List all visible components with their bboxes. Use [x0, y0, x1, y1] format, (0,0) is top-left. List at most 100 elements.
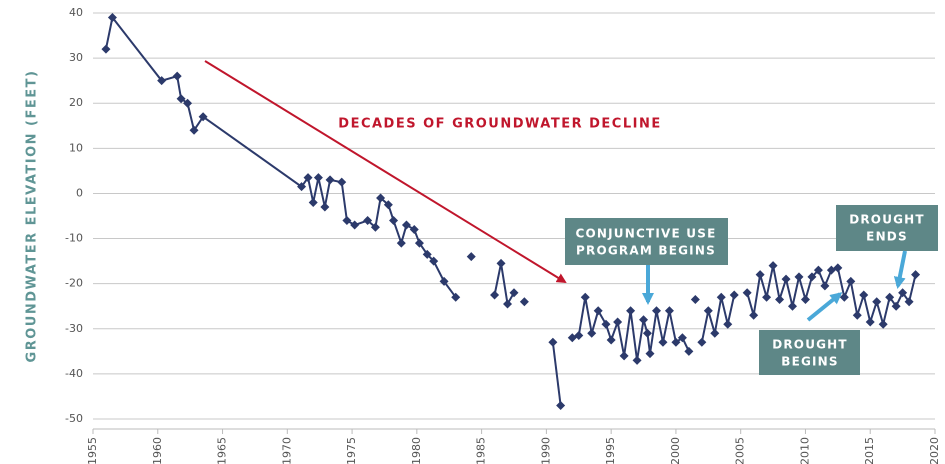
- y-tick-label: -40: [65, 367, 83, 380]
- data-line: [571, 297, 690, 361]
- annotation-box: [565, 218, 728, 265]
- annotation: ENDS: [866, 230, 908, 244]
- x-tick-label: 1975: [345, 437, 358, 464]
- x-tick-label: 2000: [669, 437, 682, 464]
- data-point: [303, 173, 313, 183]
- data-point: [342, 216, 352, 226]
- data-point: [846, 276, 856, 286]
- data-point: [626, 306, 636, 316]
- data-line: [551, 342, 562, 406]
- x-tick-label: 1965: [216, 437, 229, 464]
- data-line: [700, 294, 736, 343]
- data-point: [337, 177, 347, 187]
- y-tick-label: -10: [65, 232, 83, 245]
- annotation: BEGINS: [781, 355, 839, 369]
- data-point: [684, 346, 694, 356]
- data-point: [376, 193, 386, 203]
- x-tick-label: 1990: [539, 437, 552, 464]
- data-point: [370, 222, 380, 232]
- data-point: [350, 220, 360, 230]
- data-point: [729, 290, 739, 300]
- data-point: [872, 297, 882, 307]
- data-point: [885, 292, 895, 302]
- y-axis-label: GROUNDWATER ELEVATION (FEET): [25, 70, 40, 363]
- data-point: [548, 337, 558, 347]
- data-point: [519, 297, 529, 307]
- data-point: [606, 335, 616, 345]
- data-point: [742, 288, 752, 298]
- x-tick-label: 1995: [604, 437, 617, 464]
- data-point: [183, 98, 193, 108]
- data-point: [800, 294, 810, 304]
- data-point: [716, 292, 726, 302]
- annotation: DROUGHT: [772, 338, 848, 352]
- data-point: [409, 225, 419, 235]
- data-point: [710, 328, 720, 338]
- data-point: [833, 263, 843, 273]
- data-point: [107, 13, 117, 23]
- x-tick-label: 2015: [863, 437, 876, 464]
- data-point: [580, 292, 590, 302]
- data-point: [389, 216, 399, 226]
- data-point: [401, 220, 411, 230]
- y-tick-label: 30: [69, 51, 83, 64]
- data-point: [593, 306, 603, 316]
- data-point: [632, 355, 642, 365]
- data-point: [320, 202, 330, 212]
- data-point: [865, 317, 875, 327]
- data-point: [788, 301, 798, 311]
- annotation-arrow: [893, 250, 907, 289]
- annotation: CONJUNCTIVE USE: [575, 227, 716, 241]
- data-point: [383, 200, 393, 210]
- annotation: DECADES OF GROUNDWATER DECLINE: [338, 117, 661, 132]
- data-point: [619, 351, 629, 361]
- data-point: [677, 333, 687, 343]
- y-tick-label: 20: [69, 96, 83, 109]
- data-point: [651, 306, 661, 316]
- data-point: [490, 290, 500, 300]
- x-tick-label: 2010: [798, 437, 811, 464]
- data-point: [503, 299, 513, 309]
- data-point: [439, 276, 449, 286]
- data-point: [189, 125, 199, 135]
- data-point: [671, 337, 681, 347]
- data-point: [642, 328, 652, 338]
- data-point: [308, 197, 318, 207]
- x-tick-label: 1970: [280, 437, 293, 464]
- data-point: [911, 270, 921, 280]
- y-tick-label: -50: [65, 412, 83, 425]
- y-tick-label: -30: [65, 322, 83, 335]
- data-point: [664, 306, 674, 316]
- data-point: [878, 319, 888, 329]
- y-tick-label: 10: [69, 141, 83, 154]
- data-point: [852, 310, 862, 320]
- data-point: [466, 252, 476, 262]
- data-point: [775, 294, 785, 304]
- data-point: [762, 292, 772, 302]
- data-line: [104, 15, 457, 298]
- x-tick-label: 1985: [475, 437, 488, 464]
- x-tick-label: 1960: [151, 437, 164, 464]
- data-point: [313, 173, 323, 183]
- data-point: [198, 112, 208, 122]
- data-point: [807, 272, 817, 282]
- data-point: [839, 292, 849, 302]
- data-point: [451, 292, 461, 302]
- data-point: [904, 297, 914, 307]
- data-point: [363, 216, 373, 226]
- data-point: [813, 265, 823, 275]
- data-line: [493, 263, 515, 307]
- data-point: [898, 288, 908, 298]
- data-point: [396, 238, 406, 248]
- data-point: [429, 256, 439, 266]
- data-point: [613, 317, 623, 327]
- data-point: [101, 44, 111, 54]
- data-point: [496, 258, 506, 268]
- annotation: DROUGHT: [849, 213, 925, 227]
- data-point: [723, 319, 733, 329]
- data-point: [768, 261, 778, 271]
- data-point: [325, 175, 335, 185]
- grid: [93, 12, 935, 420]
- data-point: [297, 182, 307, 192]
